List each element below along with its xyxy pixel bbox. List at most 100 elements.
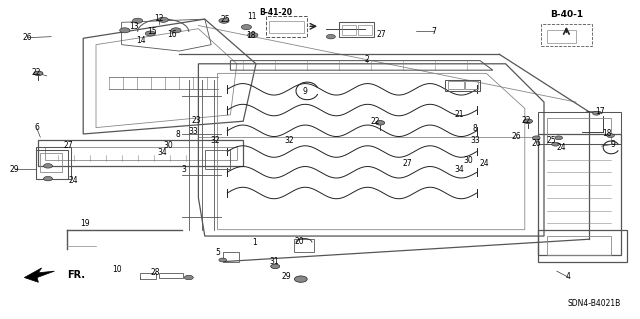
Bar bbox=[294, 239, 314, 252]
Circle shape bbox=[376, 121, 385, 125]
Bar bbox=[266, 16, 307, 37]
Text: 30: 30 bbox=[163, 141, 173, 150]
Text: 29: 29 bbox=[10, 165, 20, 174]
Text: 9: 9 bbox=[611, 140, 616, 149]
Bar bbox=[205, 150, 230, 169]
Text: 25: 25 bbox=[220, 15, 230, 24]
Bar bbox=[538, 230, 627, 262]
Bar bbox=[45, 147, 237, 160]
Circle shape bbox=[219, 258, 227, 262]
Text: 26: 26 bbox=[22, 33, 33, 42]
Text: 8: 8 bbox=[175, 130, 180, 139]
Text: 8: 8 bbox=[472, 124, 477, 133]
Text: 32: 32 bbox=[211, 137, 221, 145]
Circle shape bbox=[158, 17, 168, 22]
Text: 34: 34 bbox=[454, 165, 465, 174]
Polygon shape bbox=[24, 268, 54, 282]
Text: 22: 22 bbox=[32, 68, 41, 77]
Text: B-40-1: B-40-1 bbox=[550, 10, 583, 19]
Bar bbox=[541, 24, 592, 46]
Text: 20: 20 bbox=[294, 237, 304, 246]
Text: 24: 24 bbox=[479, 159, 490, 168]
Bar bbox=[445, 80, 480, 91]
Bar bbox=[159, 273, 183, 278]
Text: 3: 3 bbox=[181, 165, 186, 174]
Circle shape bbox=[248, 33, 258, 38]
Text: 27: 27 bbox=[376, 30, 387, 39]
Text: 18: 18 bbox=[246, 31, 255, 40]
Bar bbox=[547, 30, 576, 43]
Text: 7: 7 bbox=[431, 27, 436, 36]
Text: SDN4-B4021B: SDN4-B4021B bbox=[568, 299, 621, 308]
Text: 27: 27 bbox=[403, 159, 413, 168]
Text: 18: 18 bbox=[602, 130, 611, 138]
Text: 21: 21 bbox=[455, 110, 464, 119]
Circle shape bbox=[607, 134, 614, 137]
Text: 5: 5 bbox=[215, 248, 220, 256]
Text: 32: 32 bbox=[284, 137, 294, 145]
Circle shape bbox=[34, 71, 43, 76]
Text: 13: 13 bbox=[129, 22, 140, 31]
Bar bbox=[140, 273, 156, 279]
Circle shape bbox=[271, 264, 280, 269]
Text: 33: 33 bbox=[470, 137, 480, 145]
Text: 2: 2 bbox=[364, 55, 369, 63]
Text: 25: 25 bbox=[547, 137, 557, 145]
Circle shape bbox=[184, 275, 193, 280]
Text: 16: 16 bbox=[167, 30, 177, 39]
Bar bbox=[547, 118, 611, 144]
Text: 17: 17 bbox=[595, 107, 605, 115]
Circle shape bbox=[532, 136, 540, 140]
Text: 26: 26 bbox=[511, 132, 522, 141]
Bar bbox=[339, 22, 374, 37]
Text: 33: 33 bbox=[188, 127, 198, 136]
Circle shape bbox=[44, 176, 52, 181]
Text: 1: 1 bbox=[252, 238, 257, 247]
Bar bbox=[358, 25, 372, 35]
Text: 6: 6 bbox=[34, 123, 39, 132]
Text: 19: 19 bbox=[80, 219, 90, 228]
Text: 24: 24 bbox=[556, 143, 566, 152]
Text: 22: 22 bbox=[522, 116, 531, 125]
Text: 11: 11 bbox=[248, 12, 257, 21]
Text: 23: 23 bbox=[191, 116, 201, 125]
Bar bbox=[448, 81, 464, 89]
Bar bbox=[269, 21, 304, 33]
Circle shape bbox=[120, 28, 130, 33]
Text: B-41-20: B-41-20 bbox=[259, 8, 292, 17]
Circle shape bbox=[241, 25, 252, 30]
Text: 34: 34 bbox=[157, 148, 167, 157]
Bar bbox=[36, 147, 71, 179]
Bar bbox=[223, 252, 239, 262]
Text: 30: 30 bbox=[463, 156, 474, 165]
Bar bbox=[40, 153, 62, 172]
Text: 22: 22 bbox=[371, 117, 380, 126]
Text: 14: 14 bbox=[136, 36, 146, 45]
Bar bbox=[342, 25, 356, 35]
Circle shape bbox=[593, 111, 600, 115]
Circle shape bbox=[44, 164, 52, 168]
Text: 29: 29 bbox=[281, 272, 291, 281]
Text: 4: 4 bbox=[565, 272, 570, 281]
Circle shape bbox=[145, 31, 156, 36]
Bar bbox=[465, 81, 478, 89]
Circle shape bbox=[555, 136, 563, 140]
Circle shape bbox=[294, 276, 307, 282]
Text: 12: 12 bbox=[154, 14, 163, 23]
Bar bbox=[38, 140, 243, 166]
Text: 24: 24 bbox=[68, 176, 79, 185]
Circle shape bbox=[524, 119, 532, 123]
Text: 10: 10 bbox=[112, 265, 122, 274]
Text: FR.: FR. bbox=[67, 270, 85, 280]
Circle shape bbox=[132, 18, 143, 23]
Text: 27: 27 bbox=[63, 141, 74, 150]
Circle shape bbox=[219, 18, 229, 23]
Bar bbox=[36, 150, 68, 179]
Bar bbox=[547, 236, 611, 255]
Text: 28: 28 bbox=[151, 268, 160, 277]
Text: 15: 15 bbox=[147, 27, 157, 36]
Circle shape bbox=[326, 34, 335, 39]
Text: 9: 9 bbox=[302, 87, 307, 96]
Text: 31: 31 bbox=[269, 257, 279, 266]
Circle shape bbox=[171, 28, 181, 33]
